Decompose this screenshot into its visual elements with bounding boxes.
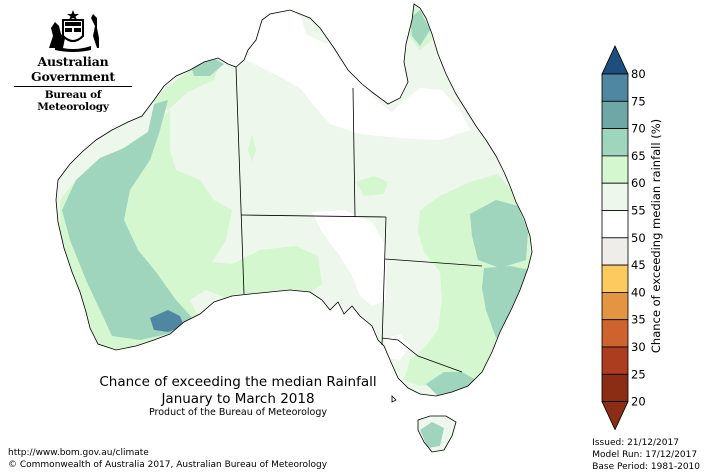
legend-ticks: 80 75 70 65 60 55 50 45 40 35 30 25 20: [631, 67, 646, 409]
legend-band: [601, 155, 629, 184]
legend-tick-label: 60: [631, 176, 646, 190]
legend-band: [601, 73, 629, 102]
legend-tick-label: 35: [631, 313, 646, 327]
legend-tick-label: 55: [631, 204, 646, 218]
legend-tick-label: 80: [631, 67, 646, 81]
legend-band: [601, 346, 629, 375]
legend-arrow-up: [601, 45, 629, 75]
legend-tick-label: 25: [631, 367, 646, 381]
legend-band: [601, 100, 629, 129]
map-title-line2: January to March 2018: [161, 391, 315, 407]
government-name: Australian Government: [31, 54, 115, 84]
legend-band: [601, 319, 629, 348]
state-borders: [235, 66, 483, 373]
legend-band: [601, 264, 629, 293]
footer-copyright: © Commonwealth of Australia 2017, Austra…: [8, 460, 328, 470]
issued-date: Issued: 21/12/2017: [592, 438, 679, 448]
color-legend: 80 75 70 65 60 55 50 45 40 35 30 25 20 Chance of exc…: [601, 45, 663, 430]
coat-of-arms-icon: [49, 10, 99, 52]
legend-band: [601, 373, 629, 402]
legend-label: Chance of exceeding median rainfall (%): [649, 119, 663, 353]
legend-band: [601, 210, 629, 239]
legend-band: [601, 291, 629, 321]
legend-tick-label: 65: [631, 149, 646, 163]
logo-divider: [14, 86, 132, 87]
footer-url[interactable]: http://www.bom.gov.au/climate: [8, 448, 149, 458]
map-product-note: Product of the Bureau of Meteorology: [148, 407, 328, 418]
legend-bars: [601, 45, 629, 430]
legend-tick-label: 40: [631, 285, 646, 299]
base-period: Base Period: 1981-2010: [592, 462, 700, 472]
map-title-line1: Chance of exceeding the median Rainfall: [99, 374, 377, 390]
legend-band: [601, 128, 629, 157]
legend-band: [601, 237, 629, 266]
legend-tick-label: 30: [631, 340, 646, 354]
legend-tick-label: 45: [631, 258, 646, 272]
legend-tick-label: 75: [631, 94, 646, 108]
run-info: Issued: 21/12/2017 Model Run: 17/12/2017…: [592, 437, 700, 473]
coastline: [55, 3, 533, 453]
legend-tick-label: 70: [631, 122, 646, 136]
model-run-date: Model Run: 17/12/2017: [592, 450, 698, 460]
legend-tick-label: 50: [631, 231, 646, 245]
legend-band: [601, 182, 629, 211]
legend-tick-label: 20: [631, 395, 646, 409]
government-logo: Australian Government Bureau of Meteorol…: [8, 8, 138, 113]
legend-arrow-down: [601, 401, 629, 430]
agency-name: Bureau of Meteorology: [37, 89, 109, 113]
map-title: Chance of exceeding the median Rainfall …: [40, 374, 436, 408]
